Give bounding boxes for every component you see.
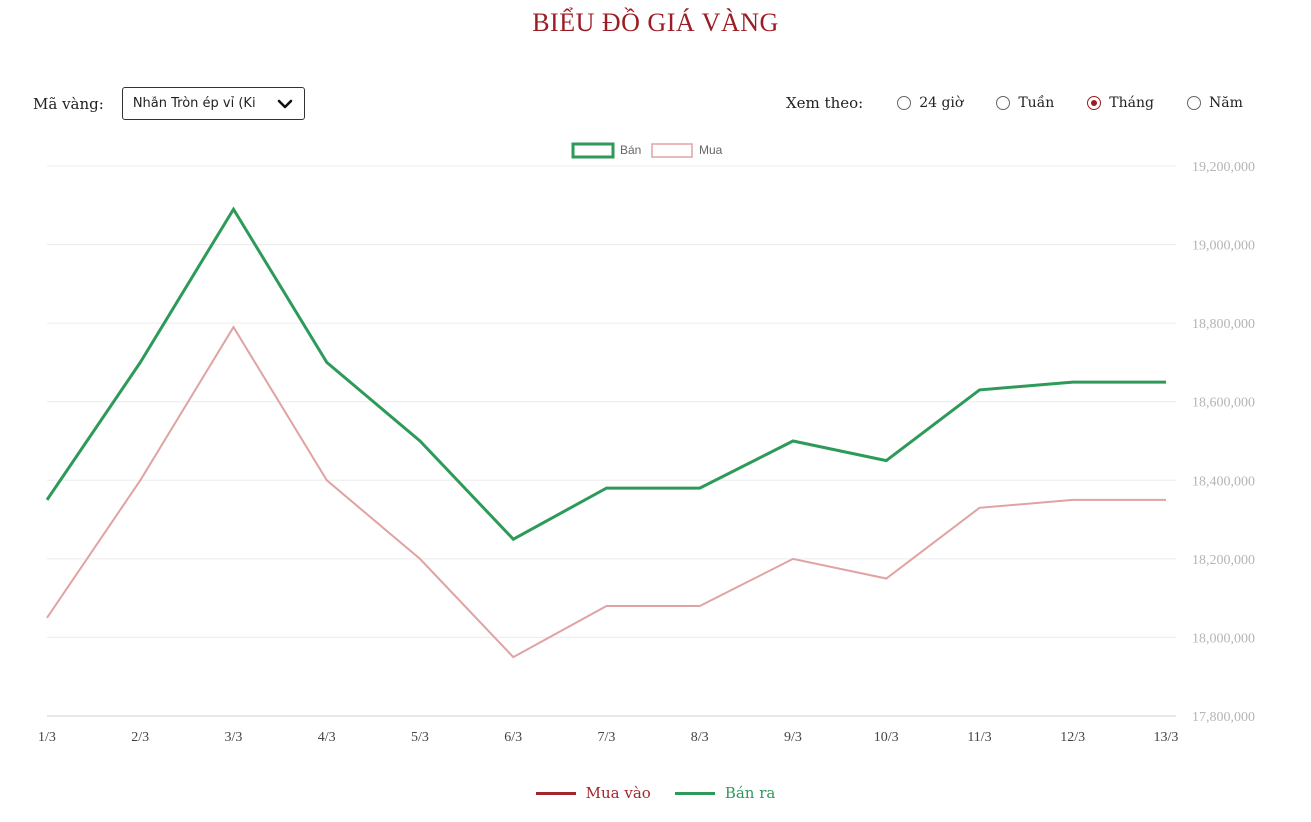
x-tick-label: 5/3 [411,730,429,745]
bottom-legend: Mua vào Bán ra [0,784,1311,802]
series-line-sell [45,206,1166,542]
radio-button[interactable] [996,96,1011,110]
gold-code-select[interactable]: Nhẫn Tròn ép vỉ (Ki [121,87,305,120]
series-lines [45,206,1167,659]
y-tick-label: 18,400,000 [1192,474,1255,489]
x-tick-label: 11/3 [967,730,991,745]
x-tick-label: 10/3 [874,730,899,745]
x-tick-label: 4/3 [318,730,336,745]
x-tick-label: 1/3 [38,730,56,745]
x-tick-label: 13/3 [1154,730,1179,745]
radio-button[interactable] [1087,96,1102,110]
view-by-label: Xem theo: [786,94,864,112]
x-axis-ticks: 1/3 2/3 3/3 4/3 5/3 6/3 7/3 8/3 9/3 10/3 11/3 12/3 1… [38,730,1178,745]
period-option-month[interactable]: Tháng [1087,95,1154,111]
y-axis-ticks: 17,800,000 18,000,000 18,200,000 18,400,000… [1192,160,1255,725]
period-label: Năm [1208,95,1243,111]
y-tick-label: 18,200,000 [1192,553,1255,568]
legend-label: Mua [699,143,723,157]
legend-sell-label: Bán ra [724,784,776,802]
legend-sell[interactable]: Bán ra [674,784,776,802]
x-tick-label: 2/3 [131,730,149,745]
x-tick-label: 6/3 [504,730,522,745]
period-option-week[interactable]: Tuần [996,95,1054,111]
legend-swatch [651,143,693,158]
y-tick-label: 18,000,000 [1192,631,1255,646]
legend-label: Bán [620,143,641,157]
gold-code-select-value: Nhẫn Tròn ép vỉ (Ki [132,96,256,111]
period-radio-group: 24 giờ Tuần Tháng Năm [897,95,1243,111]
period-label: 24 giờ [919,95,964,111]
y-tick-label: 18,600,000 [1192,396,1255,411]
x-tick-label: 9/3 [784,730,802,745]
gold-code-control: Mã vàng: Nhẫn Tròn ép vỉ (Ki [33,87,305,120]
y-tick-label: 18,800,000 [1192,317,1255,332]
page-title: BIỂU ĐỒ GIÁ VÀNG [532,8,779,37]
view-by-control: Xem theo: 24 giờ Tuần Tháng Năm [786,94,1243,112]
legend-sell-line [674,791,715,795]
y-tick-label: 17,800,000 [1192,710,1255,725]
gold-code-label: Mã vàng: [33,94,104,113]
legend-buy-label: Mua vào [585,784,651,802]
radio-button[interactable] [897,96,912,110]
period-label: Tháng [1109,95,1154,111]
x-tick-label: 7/3 [598,730,616,745]
legend-swatch [571,142,615,159]
legend-buy[interactable]: Mua vào [535,784,651,802]
x-tick-label: 12/3 [1060,730,1085,745]
grid-lines [47,165,1176,717]
series-line-buy [46,325,1166,659]
x-tick-label: 3/3 [225,730,243,745]
legend-buy-line [535,791,576,795]
period-option-year[interactable]: Năm [1186,95,1243,111]
x-tick-label: 8/3 [691,730,709,745]
y-tick-label: 19,000,000 [1192,239,1255,254]
period-option-24h[interactable]: 24 giờ [897,95,963,111]
chart-legend: Bán Mua [571,142,723,159]
chevron-down-icon [276,95,294,113]
y-tick-label: 19,200,000 [1192,160,1255,175]
period-label: Tuần [1018,95,1055,111]
radio-button[interactable] [1186,96,1201,110]
